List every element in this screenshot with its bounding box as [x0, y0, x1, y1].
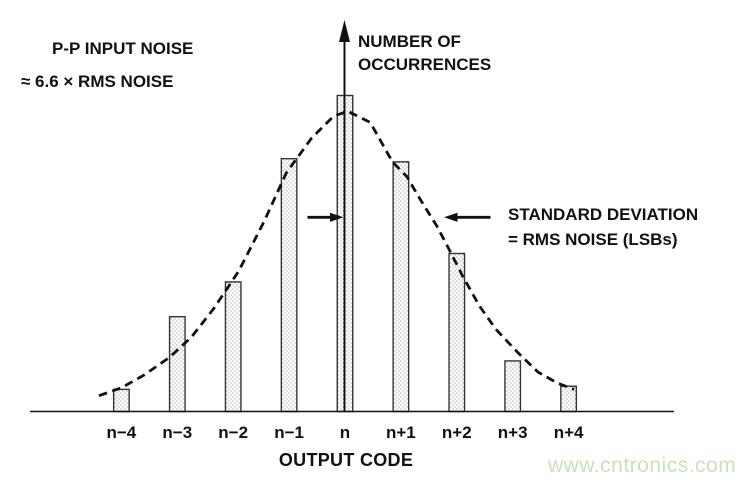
x-tick-label-n+4: n+4	[554, 423, 584, 442]
x-tick-label-n: n	[340, 423, 350, 442]
bar-n+4	[560, 385, 578, 413]
watermark-text: www.cntronics.com	[548, 454, 737, 477]
pp-noise-note-line1: P-P INPUT NOISE	[52, 39, 194, 58]
axes	[30, 20, 674, 413]
y-axis-arrowhead-icon	[339, 20, 350, 42]
x-tick-label-n+2: n+2	[442, 423, 472, 442]
histogram-bars	[112, 94, 578, 413]
x-axis-title: OUTPUT CODE	[278, 450, 414, 470]
sigma-arrow-right-head-icon	[330, 212, 344, 222]
bar-n−1	[280, 157, 298, 413]
std-deviation-label-line1: STANDARD DEVIATION	[508, 205, 699, 224]
x-axis-tick-labels: n−4 n−3 n−2 n−1 n n+1 n+2 n+3 n+4	[107, 423, 585, 442]
bar-n+3	[504, 360, 522, 413]
bar-n−4	[112, 388, 130, 413]
bar-n−2	[224, 281, 242, 413]
x-tick-label-n−4: n−4	[107, 423, 137, 442]
pp-noise-note-line2: ≈ 6.6 × RMS NOISE	[21, 72, 174, 91]
y-axis-label-line1: NUMBER OF	[358, 32, 461, 51]
x-tick-label-n+1: n+1	[386, 423, 416, 442]
x-tick-label-n+3: n+3	[498, 423, 528, 442]
x-tick-label-n−3: n−3	[162, 423, 192, 442]
sigma-width-arrows	[307, 212, 491, 222]
x-tick-label-n−1: n−1	[274, 423, 304, 442]
std-deviation-label-line2: = RMS NOISE (LSBs)	[508, 230, 678, 249]
bar-n−3	[168, 316, 186, 413]
sigma-arrow-left-head-icon	[444, 212, 458, 222]
x-tick-label-n−2: n−2	[218, 423, 248, 442]
bar-n+1	[392, 161, 410, 413]
y-axis-label-line2: OCCURRENCES	[358, 55, 492, 74]
